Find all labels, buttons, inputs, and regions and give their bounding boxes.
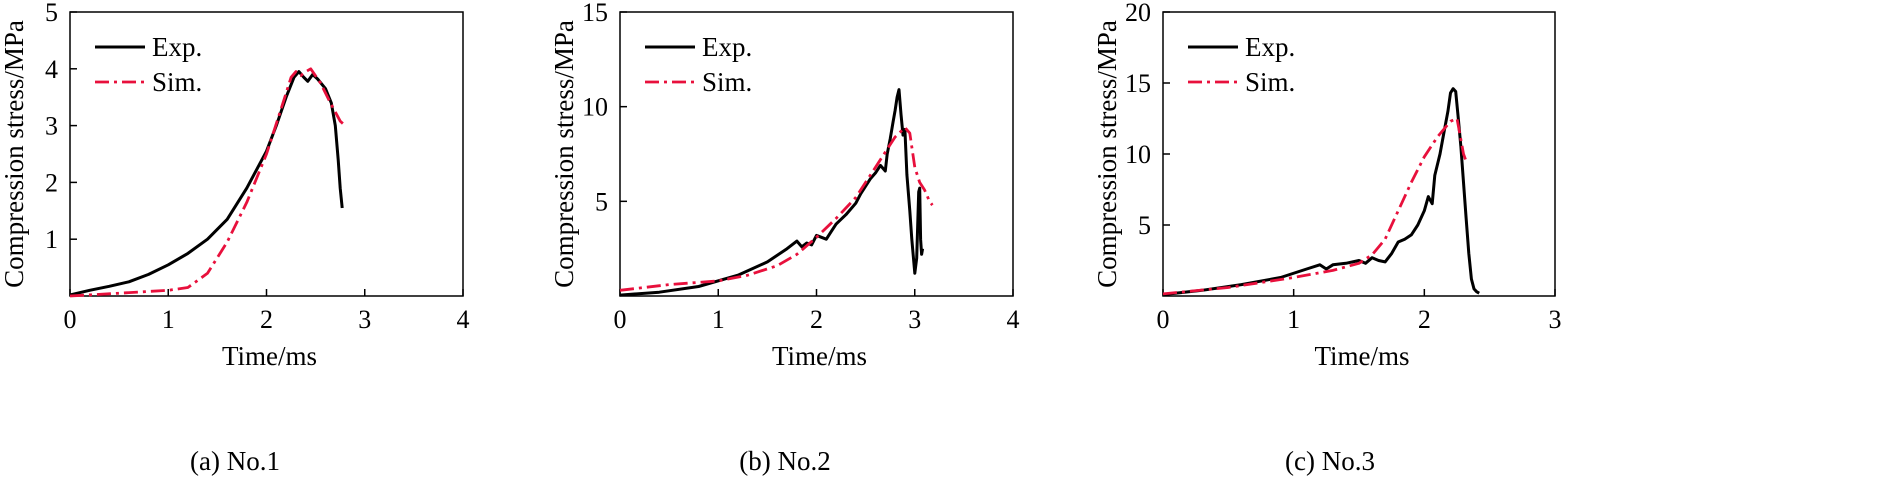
legend-label: Exp. bbox=[1245, 32, 1295, 62]
x-tick-label: 3 bbox=[358, 305, 371, 334]
y-tick-label: 10 bbox=[1125, 140, 1151, 169]
x-axis-label: Time/ms bbox=[1314, 341, 1409, 371]
x-tick-label: 4 bbox=[1007, 305, 1020, 334]
x-tick-label: 3 bbox=[1549, 305, 1562, 334]
x-tick-label: 3 bbox=[908, 305, 921, 334]
y-tick-label: 5 bbox=[45, 0, 58, 27]
panel-caption: (c) No.3 bbox=[1285, 446, 1375, 476]
y-tick-label: 2 bbox=[45, 168, 58, 197]
y-tick-label: 15 bbox=[582, 0, 608, 27]
series-line-exp bbox=[1162, 87, 1480, 297]
legend-label: Sim. bbox=[152, 67, 202, 97]
x-tick-label: 2 bbox=[260, 305, 273, 334]
x-tick-label: 1 bbox=[162, 305, 175, 334]
panel-caption: (b) No.2 bbox=[739, 446, 830, 476]
x-axis-label: Time/ms bbox=[772, 341, 867, 371]
y-axis-label: Compression stress/MPa bbox=[549, 20, 579, 288]
legend-label: Exp. bbox=[152, 32, 202, 62]
y-tick-label: 5 bbox=[595, 187, 608, 216]
y-axis-label: Compression stress/MPa bbox=[0, 20, 29, 288]
legend-label: Sim. bbox=[1245, 67, 1295, 97]
chart-panel-1: 0 1 2 3 4 1 2 3 4 5 Time/ms Compression stress/MPa (… bbox=[0, 0, 470, 476]
x-tick-label: 2 bbox=[1418, 305, 1431, 334]
y-tick-label: 10 bbox=[582, 93, 608, 122]
y-tick-label: 20 bbox=[1125, 0, 1151, 27]
y-tick-label: 3 bbox=[45, 112, 58, 141]
x-tick-label: 0 bbox=[1157, 305, 1170, 334]
y-tick-label: 4 bbox=[45, 55, 58, 84]
chart-panel-3: 0 1 2 3 5 10 15 20 Time/ms Compression stress/MPa… bbox=[1092, 0, 1562, 476]
series-line-sim bbox=[69, 67, 347, 298]
legend: Exp. Sim. bbox=[1188, 32, 1295, 97]
y-axis-label: Compression stress/MPa bbox=[1092, 20, 1122, 288]
legend-label: Sim. bbox=[702, 67, 752, 97]
x-tick-label: 1 bbox=[712, 305, 725, 334]
legend-label: Exp. bbox=[702, 32, 752, 62]
x-tick-label: 1 bbox=[1287, 305, 1300, 334]
y-tick-label: 1 bbox=[45, 225, 58, 254]
series-line-exp bbox=[619, 88, 925, 297]
chart-panel-2: 0 1 2 3 4 5 10 15 Time/ms Compression stress/MPa (… bbox=[549, 0, 1020, 476]
panel-caption: (a) No.1 bbox=[190, 446, 280, 476]
legend: Exp. Sim. bbox=[645, 32, 752, 97]
x-axis-label: Time/ms bbox=[222, 341, 317, 371]
series-line-sim bbox=[619, 126, 934, 292]
x-tick-label: 0 bbox=[614, 305, 627, 334]
plot-frame bbox=[619, 11, 1014, 297]
y-tick-label: 15 bbox=[1125, 69, 1151, 98]
y-tick-label: 5 bbox=[1138, 211, 1151, 240]
x-tick-label: 4 bbox=[457, 305, 470, 334]
plot-frame bbox=[1162, 11, 1556, 297]
series-line-sim bbox=[1162, 117, 1468, 296]
x-tick-label: 0 bbox=[64, 305, 77, 334]
x-tick-label: 2 bbox=[810, 305, 823, 334]
legend: Exp. Sim. bbox=[95, 32, 202, 97]
series-line-exp bbox=[69, 70, 344, 297]
